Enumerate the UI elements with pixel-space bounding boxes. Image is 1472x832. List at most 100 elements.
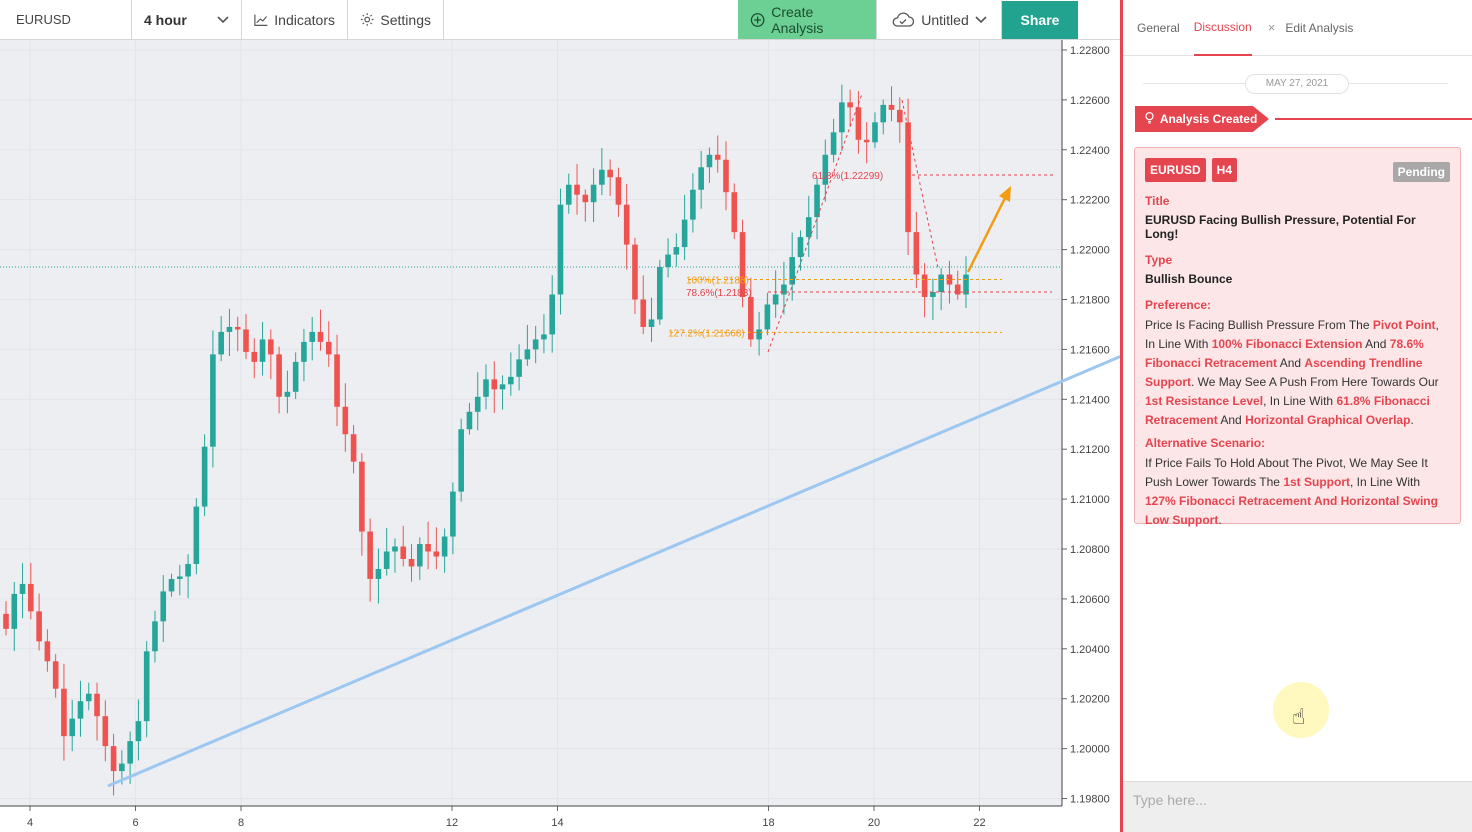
- candle-down: [36, 611, 42, 642]
- candle-down: [94, 693, 100, 717]
- candle-up: [673, 247, 680, 255]
- candle-up: [375, 568, 382, 579]
- candle-down: [243, 329, 249, 352]
- candle-up: [309, 331, 316, 342]
- candle-up: [764, 304, 771, 330]
- interval-dropdown[interactable]: 4 hour: [132, 0, 242, 39]
- candle-up: [938, 274, 944, 293]
- candle-down: [28, 583, 34, 612]
- candlestick-chart[interactable]: 1.22800 1.22600 1.22400 1.22200 1.22000 1.218…: [0, 40, 1120, 832]
- candle-up: [499, 384, 506, 390]
- candle-up: [872, 122, 878, 143]
- share-button[interactable]: Share: [1002, 1, 1078, 39]
- candle-down: [359, 461, 365, 532]
- preference-fragment: , In Line With: [1145, 318, 1439, 351]
- candle-down: [334, 354, 340, 407]
- candle-down: [400, 546, 407, 559]
- create-analysis-button[interactable]: Create Analysis: [738, 0, 876, 39]
- close-tab-icon[interactable]: ×: [1267, 20, 1276, 35]
- indicators-button[interactable]: Indicators: [242, 0, 348, 39]
- settings-button[interactable]: Settings: [348, 0, 444, 39]
- share-label: Share: [1020, 12, 1060, 28]
- trend-chart-icon: [254, 14, 268, 26]
- preference-fragment: Ascending Trendline Support: [1145, 356, 1423, 389]
- candle-up: [416, 544, 423, 567]
- candle-up: [880, 104, 887, 123]
- price-tick-label: 1.22400: [1070, 145, 1110, 157]
- candle-up: [176, 576, 183, 579]
- candle-up: [450, 491, 456, 537]
- candle-up: [690, 189, 696, 220]
- candle-up: [797, 237, 804, 258]
- candle-down: [739, 232, 746, 297]
- candle-down: [632, 244, 638, 300]
- candle-up: [805, 217, 812, 238]
- candle-down: [723, 159, 729, 193]
- candle-up: [516, 359, 522, 377]
- status-badge: Pending: [1392, 162, 1450, 182]
- candle-up: [789, 257, 796, 285]
- price-tick-label: 1.22200: [1070, 195, 1110, 207]
- fib-level-label: 127.2%(1.21668): [668, 328, 745, 339]
- fib-level-label: 78.6%(1.2183): [686, 288, 752, 299]
- time-tick-label: 8: [238, 817, 244, 829]
- tab-discussion[interactable]: Discussion: [1193, 0, 1252, 56]
- candle-down: [102, 716, 109, 747]
- candle-down: [350, 434, 357, 462]
- candle-up: [532, 339, 539, 350]
- alternative-label: Alternative Scenario:: [1145, 436, 1266, 450]
- price-tick-label: 1.20400: [1070, 644, 1110, 656]
- preference-fragment: And: [1362, 337, 1390, 351]
- candle-up: [681, 219, 688, 248]
- candle-up: [565, 184, 572, 205]
- panel-tabs: General Discussion × Edit Analysis: [1123, 0, 1472, 56]
- preference-fragment: And: [1277, 356, 1305, 370]
- analysis-card: EURUSD H4 Pending Title EURUSD Facing Bu…: [1134, 147, 1461, 527]
- layout-name-dropdown[interactable]: Untitled: [876, 0, 1002, 39]
- preference-fragment: 1st Resistance Level: [1145, 394, 1264, 408]
- candle-up: [599, 169, 605, 185]
- price-tick-label: 1.20200: [1070, 694, 1110, 706]
- preference-fragment: 100% Fibonacci Extension: [1211, 337, 1363, 351]
- fib-retracement-connector: [767, 93, 863, 353]
- price-chart[interactable]: 1.22800 1.22600 1.22400 1.22200 1.22000 1.218…: [0, 40, 1120, 832]
- preference-fragment: Price Is Facing Bullish Pressure From Th…: [1145, 318, 1373, 332]
- projection-arrow-shaft: [966, 191, 1010, 273]
- chevron-down-icon: [217, 15, 229, 23]
- candle-up: [590, 184, 597, 203]
- candle-up: [11, 593, 18, 629]
- fib-level-label: 61.8%(1.22299): [812, 171, 883, 182]
- time-tick-label: 12: [446, 817, 458, 829]
- candle-down: [748, 296, 754, 340]
- tab-general[interactable]: General: [1137, 20, 1180, 35]
- candle-down: [268, 339, 274, 355]
- candle-up: [830, 132, 837, 155]
- candle-down: [408, 558, 415, 567]
- type-label: Type: [1145, 253, 1173, 267]
- candle-up: [292, 361, 299, 392]
- price-tick-label: 1.20000: [1070, 744, 1110, 756]
- candle-up: [383, 551, 390, 569]
- candle-down: [110, 746, 117, 772]
- candle-down: [623, 204, 630, 245]
- preference-fragment: , In Line With: [1263, 394, 1337, 408]
- time-tick-label: 4: [27, 817, 33, 829]
- tab-edit-analysis[interactable]: Edit Analysis: [1285, 20, 1354, 35]
- interval-label: 4 hour: [144, 11, 187, 28]
- candle-up: [963, 274, 969, 295]
- candle-down: [913, 232, 920, 275]
- symbol-selector[interactable]: EURUSD: [0, 0, 132, 39]
- layout-name-label: Untitled: [921, 11, 969, 28]
- indicators-label: Indicators: [274, 11, 335, 28]
- price-tick-label: 1.21000: [1070, 494, 1110, 506]
- comment-input[interactable]: [1133, 786, 1453, 814]
- candle-up: [839, 102, 845, 133]
- comment-bar: [1123, 781, 1472, 832]
- candle-up: [160, 591, 167, 622]
- candle-up: [648, 319, 655, 327]
- candle-down: [863, 139, 870, 143]
- time-tick-label: 6: [132, 817, 138, 829]
- chart-toolbar: EURUSD 4 hour Indicators Settings Create…: [0, 0, 1120, 40]
- candle-up: [218, 331, 224, 355]
- panel-divider[interactable]: [1120, 0, 1123, 832]
